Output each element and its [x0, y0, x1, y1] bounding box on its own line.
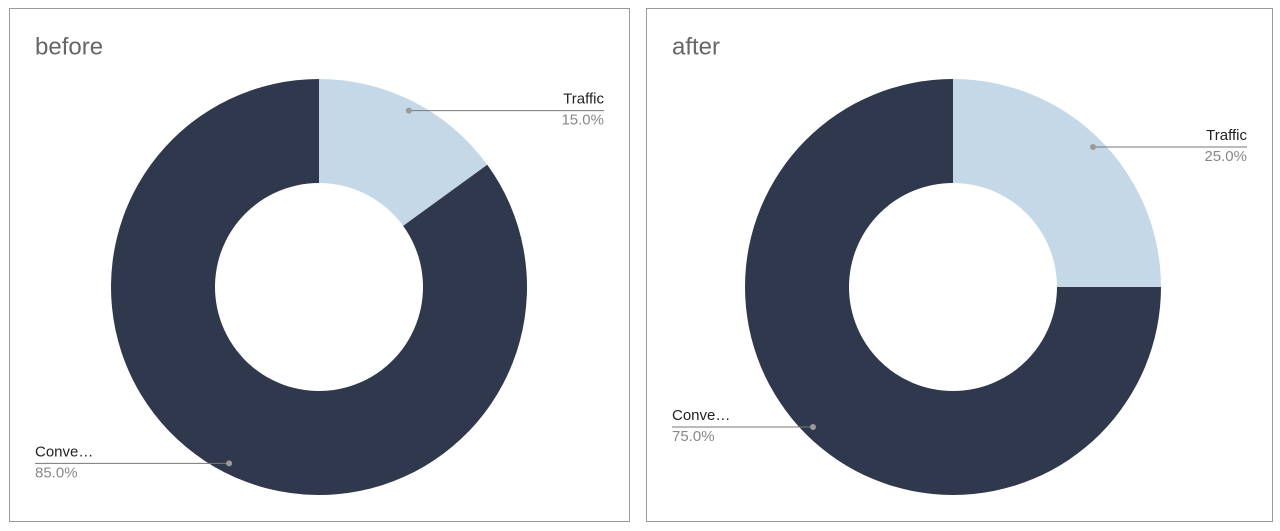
donut-slice	[953, 79, 1161, 287]
donut-slice	[319, 79, 488, 226]
leader-dot	[809, 424, 816, 431]
chart-panel: before Traffic 15.0% Conve… 85.0%	[9, 8, 630, 522]
slice-label: Traffic	[1206, 127, 1247, 144]
leader-dot	[405, 107, 412, 114]
leader-dot	[226, 460, 233, 467]
chart-title: before	[35, 33, 103, 60]
slice-value: 15.0%	[561, 112, 604, 129]
donut-slice	[110, 79, 528, 495]
leader-dot	[1090, 143, 1097, 150]
slice-value: 75.0%	[672, 428, 715, 445]
chart-panel: after Traffic 25.0% Conve… 75.0%	[646, 8, 1273, 522]
chart-title: after	[672, 33, 720, 60]
slice-label: Conve…	[35, 443, 93, 460]
slice-value: 85.0%	[35, 464, 78, 481]
slice-label: Traffic	[563, 91, 604, 108]
donut-slice	[745, 79, 1161, 495]
slice-label: Conve…	[672, 407, 730, 424]
slice-value: 25.0%	[1204, 148, 1247, 165]
